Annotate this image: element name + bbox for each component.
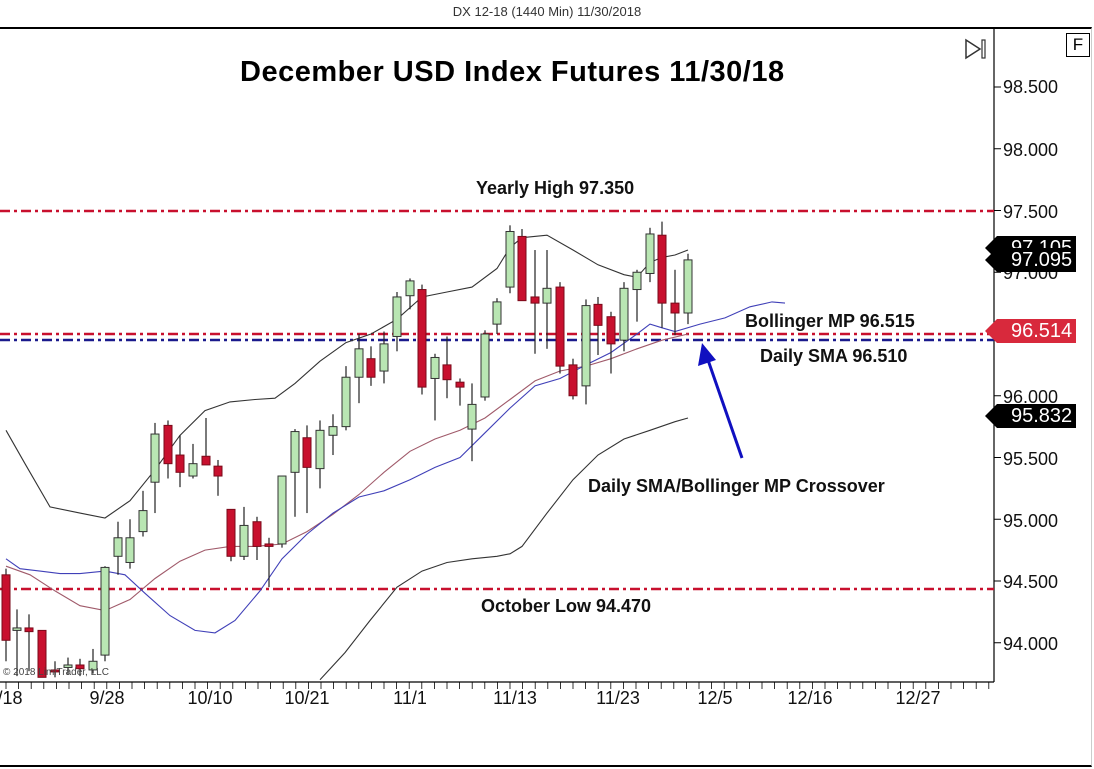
y-tick-label: 94.500 [1003, 572, 1059, 592]
x-tick-label: 9/28 [89, 688, 125, 708]
y-tick-label: 95.500 [1003, 449, 1059, 469]
x-tick-label: 11/1 [393, 688, 427, 708]
y-tick-label: 96.000 [1003, 387, 1059, 407]
yearly-high-label: Yearly High 97.350 [476, 178, 635, 198]
f-button[interactable]: F [1066, 33, 1090, 57]
y-tick-label: 97.500 [1003, 202, 1059, 222]
skip-to-end-button[interactable] [963, 38, 989, 65]
y-tick-label: 98.500 [1003, 77, 1059, 97]
x-tick-label: 10/10 [187, 688, 233, 708]
price-tag-last: 97.095 [984, 248, 1077, 272]
x-tick-label: 10/21 [284, 688, 330, 708]
bollinger-mp-label: Bollinger MP 96.515 [745, 311, 915, 331]
x-tick-label: /18 [0, 688, 23, 708]
copyright-text: © 2018 LimiTrader, LLC [3, 667, 109, 678]
y-tick-label: 95.000 [1003, 511, 1059, 531]
daily-sma-label: Daily SMA 96.510 [760, 346, 908, 366]
price-tag-lower-band: 95.832 [984, 404, 1077, 428]
chart-title: December USD Index Futures 11/30/18 [240, 56, 785, 88]
price-tag-bollinger-mp: 96.514 [984, 319, 1077, 343]
skip-to-end-icon [965, 38, 986, 60]
chart-frame [0, 27, 1092, 767]
x-tick-label: 11/23 [596, 688, 640, 708]
x-tick-label: 12/5 [697, 688, 733, 708]
chart-window-title: DX 12-18 (1440 Min) 11/30/2018 [452, 4, 642, 19]
y-tick-label: 94.000 [1003, 634, 1059, 654]
x-tick-label: 11/13 [493, 688, 537, 708]
x-tick-label: 12/16 [787, 688, 833, 708]
crossover-label: Daily SMA/Bollinger MP Crossover [588, 476, 885, 496]
x-tick-label: 12/27 [895, 688, 941, 708]
october-low-label: October Low 94.470 [481, 596, 652, 616]
y-tick-label: 98.000 [1003, 140, 1059, 160]
